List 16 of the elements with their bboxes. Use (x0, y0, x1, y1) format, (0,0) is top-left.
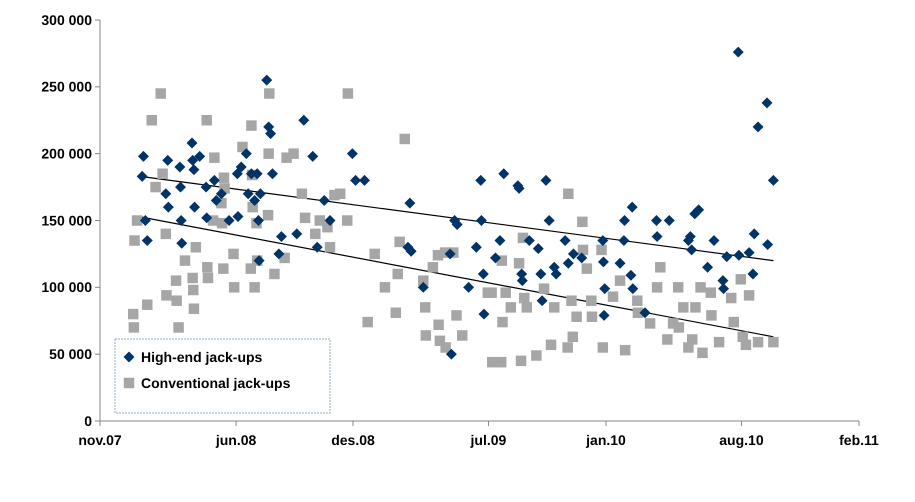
x-tick-label: jun.08 (214, 432, 257, 448)
y-tick-label: 300 000 (41, 12, 92, 28)
x-tick-label: feb.11 (839, 432, 880, 448)
x-tick-label: aug.10 (719, 432, 764, 448)
y-tick-label: 50 000 (49, 346, 92, 362)
y-tick-label: 100 000 (41, 279, 92, 296)
legend-label: Conventional jack-ups (141, 374, 291, 391)
y-tick-label: 150 000 (41, 212, 92, 228)
legend-label: High-end jack-ups (141, 348, 263, 365)
y-tick-label: 0 (84, 412, 92, 429)
x-tick-label: des.08 (331, 432, 376, 448)
x-tick-label: jul.09 (470, 432, 507, 448)
y-tick-label: 250 000 (41, 78, 92, 95)
y-tick-label: 200 000 (41, 146, 92, 162)
x-tick-label: nov.07 (78, 432, 122, 448)
x-tick-label: jan.10 (585, 432, 626, 448)
